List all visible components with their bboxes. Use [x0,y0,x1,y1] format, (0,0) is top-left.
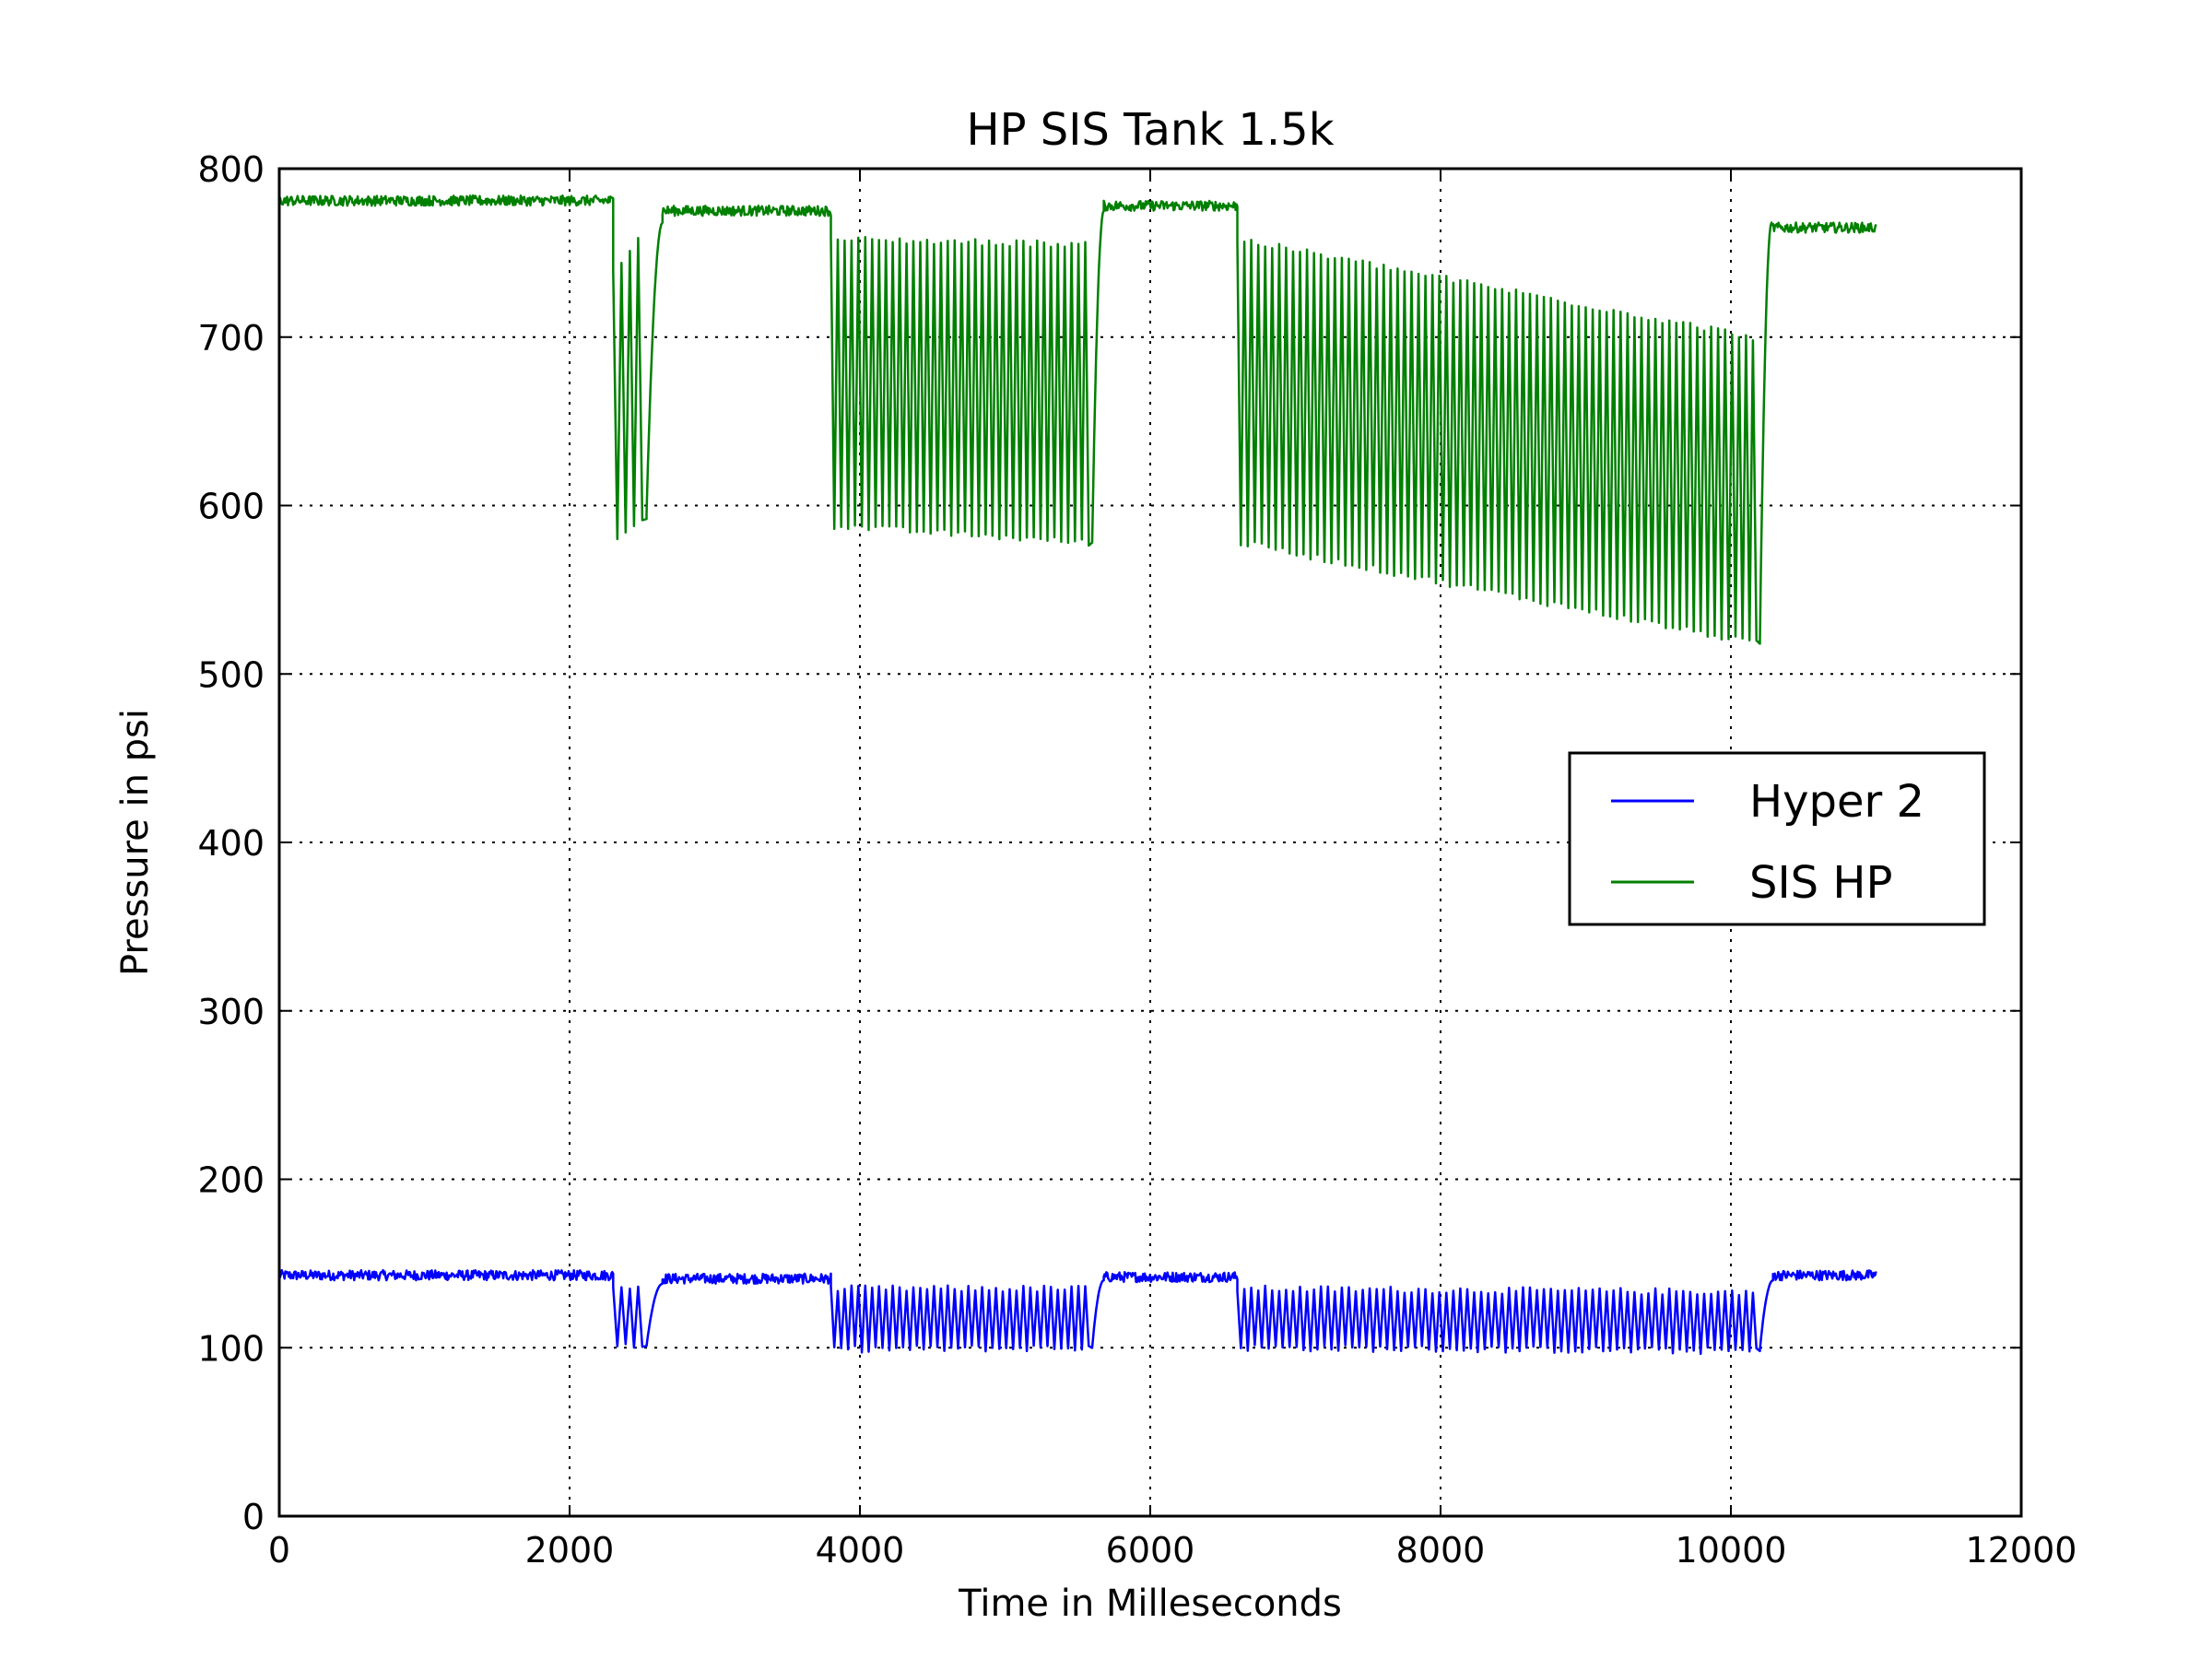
x-tick-label: 8000 [1396,1530,1486,1571]
axis-ticks: 0 2000 4000 6000 8000 10000 12000 0 100 200 300 400… [197,149,2077,1571]
series-lines [277,194,1877,1356]
x-tick-label: 10000 [1676,1530,1787,1571]
y-tick-label: 300 [197,992,265,1032]
x-tick-label: 12000 [1966,1530,2077,1571]
legend-label: SIS HP [1749,857,1892,909]
x-tick-label: 2000 [525,1530,615,1571]
y-tick-label: 100 [197,1328,265,1369]
x-tick-label: 0 [268,1530,290,1571]
legend: Hyper 2 SIS HP [1568,751,1986,926]
x-tick-label: 6000 [1106,1530,1195,1571]
y-tick-label: 200 [197,1160,265,1201]
y-tick-label: 400 [197,823,265,864]
x-axis-title: Time in Milleseconds [958,1583,1342,1625]
y-tick-label: 800 [197,149,265,190]
series-line-0 [277,1268,1877,1356]
x-tick-label: 4000 [816,1530,905,1571]
y-tick-label: 700 [197,318,265,359]
y-axis-title: Pressure in psi [114,709,157,976]
chart-title: HP SIS Tank 1.5k [966,104,1334,156]
legend-box [1568,751,1986,926]
y-tick-label: 0 [242,1497,265,1537]
legend-label: Hyper 2 [1749,776,1924,828]
y-tick-label: 600 [197,487,265,527]
y-tick-label: 500 [197,654,265,695]
series-line-1 [277,194,1877,645]
